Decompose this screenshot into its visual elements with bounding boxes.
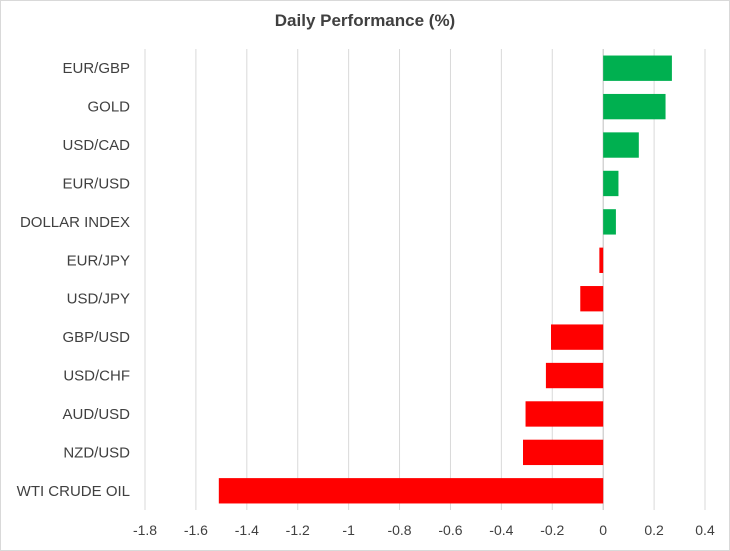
bar-gold	[603, 93, 666, 120]
x-tick-label: -1.2	[286, 522, 310, 538]
category-label: EUR/JPY	[67, 252, 130, 269]
bars	[218, 55, 672, 504]
x-tick-label: 0.2	[644, 522, 664, 538]
bar-eur-usd	[603, 170, 619, 197]
x-tick-label: -1.6	[184, 522, 208, 538]
x-tick-label: -1.4	[235, 522, 259, 538]
bar-usd-cad	[603, 132, 639, 158]
gridlines	[144, 49, 706, 510]
x-tick-label: -1	[342, 522, 355, 538]
x-tick-label: -0.2	[540, 522, 564, 538]
x-tick-label: -0.4	[489, 522, 513, 538]
bar-wti-crude-oil	[218, 478, 604, 504]
category-label: EUR/USD	[62, 175, 130, 192]
category-label: DOLLAR INDEX	[20, 214, 130, 231]
category-label: NZD/USD	[63, 444, 130, 461]
bar-usd-chf	[545, 362, 604, 389]
bar-eur-gbp	[603, 55, 672, 81]
category-label: GOLD	[87, 99, 130, 116]
chart-title: Daily Performance (%)	[274, 11, 456, 30]
x-tick-label: -0.8	[387, 522, 411, 538]
bar-usd-jpy	[580, 286, 604, 312]
x-tick-label: -0.6	[438, 522, 462, 538]
x-tick-label: -1.8	[133, 522, 157, 538]
bar-nzd-usd	[523, 439, 604, 466]
category-label: WTI CRUDE OIL	[17, 483, 130, 500]
category-labels: EUR/GBP GOLD USD/CAD EUR/USD DOLLAR INDEX EUR…	[17, 60, 131, 500]
category-label: USD/CHF	[63, 368, 130, 385]
bar-eur-jpy	[599, 247, 604, 273]
category-label: USD/CAD	[62, 137, 130, 154]
x-tick-label: 0.4	[695, 522, 715, 538]
category-label: GBP/USD	[62, 329, 130, 346]
x-tick-labels: -1.8 -1.6 -1.4 -1.2 -1 -0.8 -0.6 -0.4 -0.2 0 0.2 0.…	[133, 522, 715, 538]
category-label: AUD/USD	[62, 406, 130, 423]
category-label: EUR/GBP	[62, 60, 130, 77]
bar-gbp-usd	[551, 324, 604, 350]
x-tick-label: 0	[599, 522, 607, 538]
bar-aud-usd	[525, 401, 604, 427]
category-label: USD/JPY	[67, 291, 130, 308]
bar-dollar-index	[603, 209, 616, 235]
